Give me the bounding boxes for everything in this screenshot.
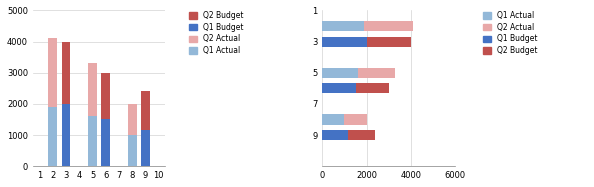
Bar [141,130,150,166]
Bar [128,104,137,135]
Bar [89,116,97,166]
Bar [323,83,355,93]
Bar [355,83,388,93]
Bar [89,63,97,116]
Bar [323,36,366,47]
Bar [102,73,110,119]
Legend: Q1 Actual, Q2 Actual, Q1 Budget, Q2 Budget: Q1 Actual, Q2 Actual, Q1 Budget, Q2 Budg… [483,11,537,55]
Bar [141,91,150,130]
Bar [323,114,345,125]
Bar [323,21,364,31]
Bar [102,119,110,166]
Bar [128,135,137,166]
Bar [49,39,57,107]
Bar [323,130,347,140]
Bar [62,104,70,166]
Bar [345,114,366,125]
Bar [358,68,395,78]
Bar [347,130,375,140]
Bar [366,36,410,47]
Legend: Q2 Budget, Q1 Budget, Q2 Actual, Q1 Actual: Q2 Budget, Q1 Budget, Q2 Actual, Q1 Actu… [189,11,244,55]
Bar [364,21,413,31]
Bar [62,42,70,104]
Bar [49,107,57,166]
Bar [323,68,358,78]
